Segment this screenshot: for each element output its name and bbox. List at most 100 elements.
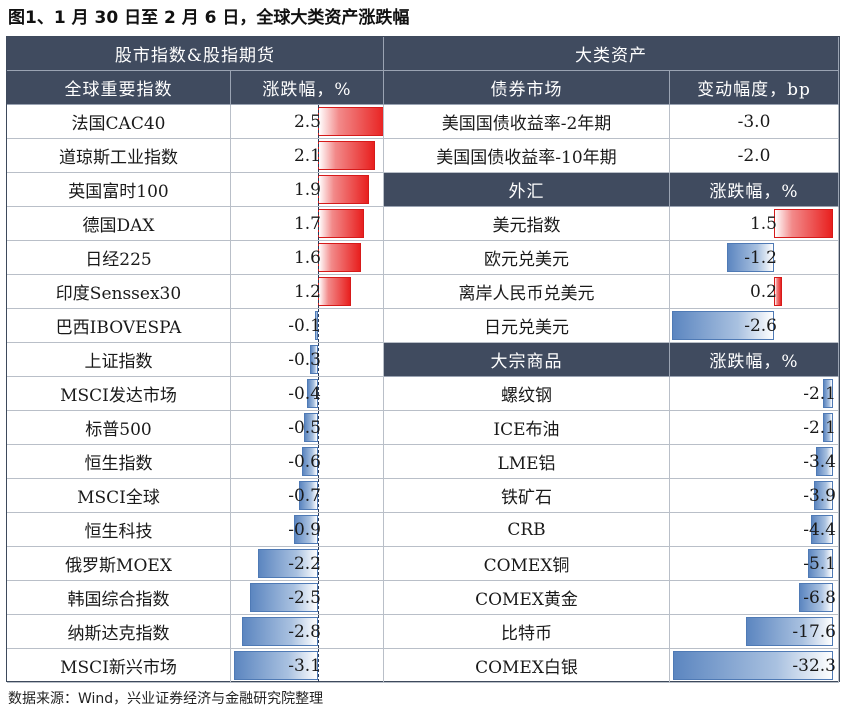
fx-value-label: 0.2 <box>749 281 777 302</box>
equity-axis-line <box>318 275 319 308</box>
commodity-value-label: -3.4 <box>803 451 836 472</box>
commodity-value-label: -3.9 <box>803 485 836 506</box>
equity-bar <box>309 345 318 374</box>
bond-col-name-header: 债券市场 <box>384 71 670 105</box>
equity-axis-line <box>318 547 319 580</box>
equity-bar <box>318 107 383 136</box>
equity-name-cell: 巴西IBOVESPA <box>7 309 231 343</box>
equity-value-cell: 1.2 <box>231 275 384 309</box>
equity-value-label: -2.5 <box>288 587 321 608</box>
commodity-value-cell: -32.3 <box>670 649 839 683</box>
commodity-bar <box>822 379 833 408</box>
commodity-name-cell: COMEX铜 <box>384 547 670 581</box>
fx-bar <box>774 209 833 238</box>
commodity-value-cell: -5.1 <box>670 547 839 581</box>
equity-value-cell: 1.7 <box>231 207 384 241</box>
fx-value-label: -2.6 <box>744 315 777 336</box>
equity-value-cell: -0.9 <box>231 513 384 547</box>
equity-name-cell: 纳斯达克指数 <box>7 615 231 649</box>
commodity-value-label: -4.4 <box>803 519 836 540</box>
equity-name-cell: 恒生科技 <box>7 513 231 547</box>
equity-value-cell: 2.5 <box>231 105 384 139</box>
commodity-col-value-header: 涨跌幅，% <box>670 343 839 377</box>
equity-value-label: -0.7 <box>288 485 321 506</box>
bond-value-cell: -3.0 <box>670 105 839 139</box>
equity-axis-line <box>318 513 319 546</box>
equity-value-label: 2.5 <box>293 111 321 132</box>
equity-value-label: 1.6 <box>293 247 321 268</box>
equity-value-label: -0.6 <box>288 451 321 472</box>
commodity-value-label: -6.8 <box>803 587 836 608</box>
commodity-bar <box>816 447 833 476</box>
commodity-value-cell: -3.4 <box>670 445 839 479</box>
bond-value-label: -3.0 <box>737 111 771 132</box>
equity-value-cell: -0.4 <box>231 377 384 411</box>
equity-bar <box>258 549 318 578</box>
commodity-value-cell: -4.4 <box>670 513 839 547</box>
equity-name-cell: 日经225 <box>7 241 231 275</box>
equity-value-cell: -0.7 <box>231 479 384 513</box>
fx-value-cell: -2.6 <box>670 309 839 343</box>
equity-value-label: 1.9 <box>293 179 321 200</box>
equity-value-cell: -2.5 <box>231 581 384 615</box>
commodity-bar <box>813 481 833 510</box>
left-col-name-header: 全球重要指数 <box>7 71 231 105</box>
equity-value-label: -0.3 <box>288 349 321 370</box>
commodity-value-cell: -2.1 <box>670 411 839 445</box>
commodity-name-cell: 铁矿石 <box>384 479 670 513</box>
equity-bar <box>318 141 375 170</box>
commodity-name-cell: LME铝 <box>384 445 670 479</box>
equity-name-cell: 道琼斯工业指数 <box>7 139 231 173</box>
equity-value-label: -0.5 <box>288 417 321 438</box>
equity-axis-line <box>318 241 319 274</box>
commodity-value-cell: -6.8 <box>670 581 839 615</box>
fx-name-cell: 欧元兑美元 <box>384 241 670 275</box>
equity-value-cell: 2.1 <box>231 139 384 173</box>
page-title: 图1、1 月 30 日至 2 月 6 日，全球大类资产涨跌幅 <box>8 8 410 28</box>
bond-value-cell: -2.0 <box>670 139 839 173</box>
equity-value-label: -2.2 <box>288 553 321 574</box>
right-section-header: 大类资产 <box>384 37 839 71</box>
equity-name-cell: 俄罗斯MOEX <box>7 547 231 581</box>
equity-axis-line <box>318 139 319 172</box>
equity-axis-line <box>318 581 319 614</box>
equity-bar <box>242 617 318 646</box>
equity-value-label: -0.1 <box>288 315 321 336</box>
commodity-bar <box>807 549 833 578</box>
equity-axis-line <box>318 445 319 478</box>
equity-axis-line <box>318 173 319 206</box>
fx-name-cell: 美元指数 <box>384 207 670 241</box>
equity-name-cell: 印度Senssex30 <box>7 275 231 309</box>
equity-value-label: 2.1 <box>293 145 321 166</box>
equity-bar <box>234 651 318 680</box>
equity-value-cell: -0.6 <box>231 445 384 479</box>
equity-axis-line <box>318 649 319 682</box>
commodity-bar <box>811 515 833 544</box>
equity-axis-line <box>318 309 319 342</box>
fx-value-cell: 0.2 <box>670 275 839 309</box>
source-note: 数据来源：Wind，兴业证券经济与金融研究院整理 <box>8 691 324 707</box>
commodity-value-cell: -3.9 <box>670 479 839 513</box>
fx-value-label: -1.2 <box>744 247 777 268</box>
equity-axis-line <box>318 105 319 138</box>
fx-col-name-header: 外汇 <box>384 173 670 207</box>
fx-value-cell: -1.2 <box>670 241 839 275</box>
equity-value-label: -0.9 <box>288 519 321 540</box>
equity-bar <box>250 583 318 612</box>
equity-value-cell: 1.9 <box>231 173 384 207</box>
equity-name-cell: 上证指数 <box>7 343 231 377</box>
commodity-name-cell: ICE布油 <box>384 411 670 445</box>
equity-name-cell: 恒生指数 <box>7 445 231 479</box>
bond-name-cell: 美国国债收益率-10年期 <box>384 139 670 173</box>
equity-axis-line <box>318 411 319 444</box>
fx-bar <box>672 311 774 340</box>
commodity-bar <box>799 583 833 612</box>
commodity-bar <box>822 413 833 442</box>
equity-axis-line <box>318 343 319 376</box>
bond-name-cell: 美国国债收益率-2年期 <box>384 105 670 139</box>
left-col-value-header: 涨跌幅，% <box>231 71 384 105</box>
equity-name-cell: 德国DAX <box>7 207 231 241</box>
equity-bar <box>299 481 318 510</box>
equity-value-cell: -2.8 <box>231 615 384 649</box>
bond-value-label: -2.0 <box>737 145 771 166</box>
